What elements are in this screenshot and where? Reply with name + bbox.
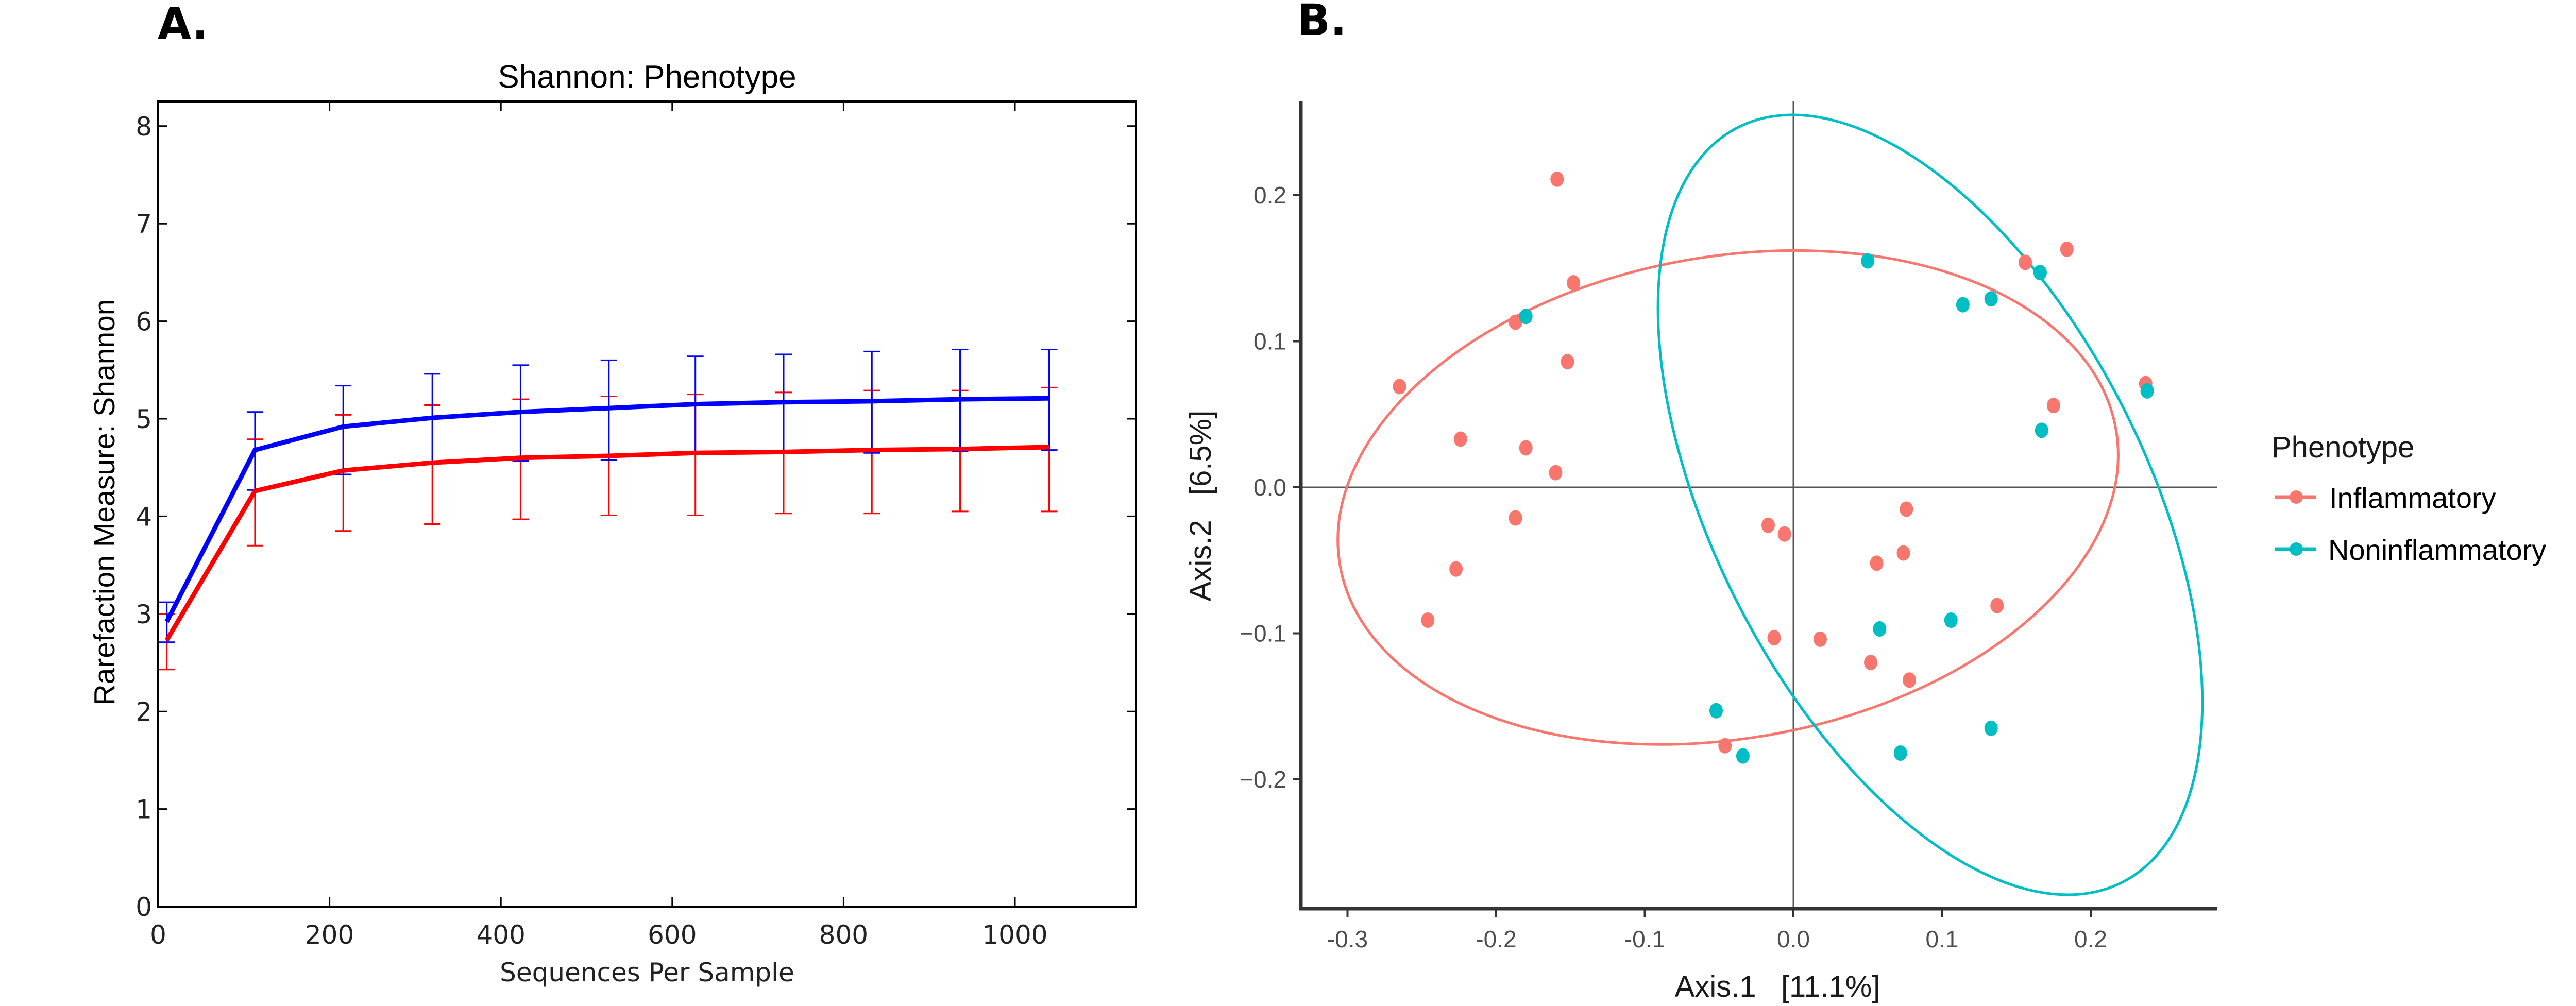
legend-title: Phenotype <box>2272 431 2414 464</box>
x-tick-label: 1000 <box>982 920 1047 950</box>
scatter-point-inflammatory <box>1761 517 1775 533</box>
legend-key-dot <box>2290 542 2303 556</box>
panel-b-label: B. <box>1297 0 1347 45</box>
y-tick-label: 5 <box>135 404 152 434</box>
x-tick-label: -0.1 <box>1624 926 1665 952</box>
x-tick-label: -0.3 <box>1327 926 1368 952</box>
scatter-point-inflammatory <box>1718 738 1732 754</box>
scatter-point-noninflammatory <box>1709 703 1723 719</box>
scatter-point-inflammatory <box>1550 171 1564 187</box>
scatter-point-noninflammatory <box>2033 265 2047 281</box>
chart-a-x-axis-label: Sequences Per Sample <box>500 958 794 987</box>
scatter-point-noninflammatory <box>1984 291 1998 307</box>
x-tick-label: 200 <box>305 920 354 950</box>
scatter-point-inflammatory <box>1421 612 1435 628</box>
scatter-point-inflammatory <box>1777 526 1791 542</box>
x-tick-label: 0 <box>150 920 166 950</box>
chart-a-ticks: 0 200 400 600 800 1000 0 1 2 3 4 5 6 7 8 <box>135 101 1136 950</box>
scatter-point-inflammatory <box>1549 465 1563 481</box>
scatter-point-noninflammatory <box>1873 621 1887 637</box>
x-tick-label: 0.1 <box>1926 926 1959 952</box>
scatter-point-inflammatory <box>1453 431 1467 447</box>
x-tick-label: 600 <box>648 920 697 950</box>
legend-item-inflammatory[interactable]: Inflammatory <box>2275 482 2496 514</box>
legend-key-dot <box>2290 490 2303 504</box>
x-tick-label: -0.2 <box>1476 926 1516 952</box>
chart-a-frame <box>157 100 1137 908</box>
scatter-point-inflammatory <box>2046 398 2060 414</box>
x-tick-label: 0.0 <box>1777 926 1810 952</box>
x-tick-label: 800 <box>819 920 868 950</box>
chart-b-x-axis-label: Axis.1 [11.1%] <box>1675 970 1880 1003</box>
confidence-ellipse-inflammatory <box>1336 249 2120 746</box>
legend-label: Inflammatory <box>2329 482 2496 514</box>
chart-b-ticks: -0.3 -0.2 -0.1 0.0 0.1 0.2 0.2 0.1 0.0 −0.1 −0.2 <box>1240 182 2107 952</box>
legend-item-noninflammatory[interactable]: Noninflammatory <box>2275 534 2546 566</box>
scatter-point-inflammatory <box>1449 561 1463 577</box>
scatter-point-inflammatory <box>1903 672 1917 688</box>
series-line-red-group <box>164 445 1049 642</box>
series-line-blue-group <box>164 396 1049 623</box>
scatter-point-inflammatory <box>1864 655 1878 671</box>
x-tick-label: 400 <box>476 920 525 950</box>
scatter-point-inflammatory <box>1870 555 1884 571</box>
y-tick-label: 0 <box>135 892 152 922</box>
x-tick-label: 0.2 <box>2074 926 2107 952</box>
scatter-point-noninflammatory <box>2140 383 2154 399</box>
y-tick-label: 3 <box>135 600 152 629</box>
chart-b-ellipses <box>1336 113 2204 896</box>
scatter-point-inflammatory <box>1567 275 1581 291</box>
y-tick-label: 1 <box>135 795 152 825</box>
scatter-point-inflammatory <box>1561 354 1574 370</box>
scatter-point-noninflammatory <box>1984 720 1998 736</box>
chart-b-points <box>1393 171 2154 764</box>
y-tick-label: 2 <box>135 697 152 727</box>
chart-a-title: Shannon: Phenotype <box>498 59 796 95</box>
y-tick-label: 4 <box>135 502 152 532</box>
scatter-point-inflammatory <box>2060 241 2074 257</box>
legend-label: Noninflammatory <box>2328 534 2546 566</box>
chart-a-lines <box>164 396 1049 642</box>
scatter-point-noninflammatory <box>1944 612 1958 628</box>
scatter-point-noninflammatory <box>1519 309 1533 325</box>
scatter-point-inflammatory <box>1896 545 1910 561</box>
scatter-point-inflammatory <box>1509 510 1522 526</box>
y-tick-label: −0.2 <box>1240 766 1286 793</box>
y-tick-label: 6 <box>135 307 152 337</box>
scatter-point-noninflammatory <box>1861 253 1875 269</box>
chart-b-reference-lines <box>1301 101 2217 909</box>
confidence-ellipse-noninflammatory <box>1656 113 2204 896</box>
y-tick-label: 0.2 <box>1253 182 1286 209</box>
chart-a-y-axis-label: Rarefaction Measure: Shannon <box>88 299 121 706</box>
rarefaction-chart: Shannon: Phenotype Rarefaction Measure: … <box>88 59 1137 987</box>
scatter-point-inflammatory <box>1509 314 1522 330</box>
y-tick-label: 8 <box>135 112 152 142</box>
y-tick-label: −0.1 <box>1240 620 1286 647</box>
pcoa-chart: Axis.2 [6.5%] Axis.1 [11.1%] -0.3 -0.2 -0.… <box>1184 101 2546 1003</box>
y-tick-label: 7 <box>135 209 152 239</box>
scatter-point-noninflammatory <box>1736 748 1750 764</box>
scatter-point-inflammatory <box>1519 440 1533 456</box>
scatter-point-inflammatory <box>2019 254 2032 270</box>
scatter-point-noninflammatory <box>1893 745 1907 761</box>
scatter-point-noninflammatory <box>2035 422 2048 438</box>
scatter-point-inflammatory <box>1393 379 1406 395</box>
legend: Phenotype Inflammatory Noninflammatory <box>2272 431 2546 566</box>
chart-b-y-axis-label: Axis.2 [6.5%] <box>1184 411 1217 602</box>
y-tick-label: 0.1 <box>1253 328 1286 355</box>
scatter-point-inflammatory <box>1767 630 1781 646</box>
y-tick-label: 0.0 <box>1253 474 1286 501</box>
scatter-point-inflammatory <box>1813 631 1827 647</box>
scatter-point-inflammatory <box>1900 501 1913 517</box>
scatter-point-inflammatory <box>1990 598 2004 613</box>
scatter-point-noninflammatory <box>1956 297 1970 313</box>
panel-a-label: A. <box>158 0 208 49</box>
